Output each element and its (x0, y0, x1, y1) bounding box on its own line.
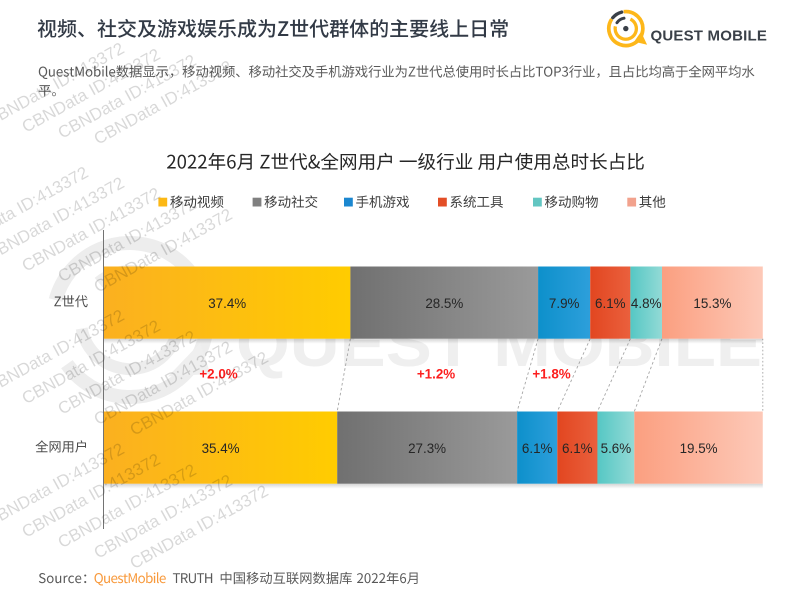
svg-text:7.9%: 7.9% (549, 296, 580, 311)
svg-text:6.1%: 6.1% (595, 296, 626, 311)
svg-text:+1.2%: +1.2% (417, 367, 455, 382)
svg-text:+1.8%: +1.8% (532, 367, 570, 382)
svg-text:15.3%: 15.3% (693, 296, 731, 311)
svg-text:+2.0%: +2.0% (199, 367, 237, 382)
svg-text:6.1%: 6.1% (522, 441, 553, 456)
svg-text:37.4%: 37.4% (208, 296, 246, 311)
svg-text:6.1%: 6.1% (562, 441, 593, 456)
svg-text:28.5%: 28.5% (425, 296, 463, 311)
svg-text:5.6%: 5.6% (601, 441, 632, 456)
svg-text:35.4%: 35.4% (202, 441, 240, 456)
svg-text:27.3%: 27.3% (408, 441, 446, 456)
svg-text:QUEST MOBILE: QUEST MOBILE (651, 28, 768, 45)
svg-text:19.5%: 19.5% (680, 441, 718, 456)
svg-text:4.8%: 4.8% (631, 296, 662, 311)
